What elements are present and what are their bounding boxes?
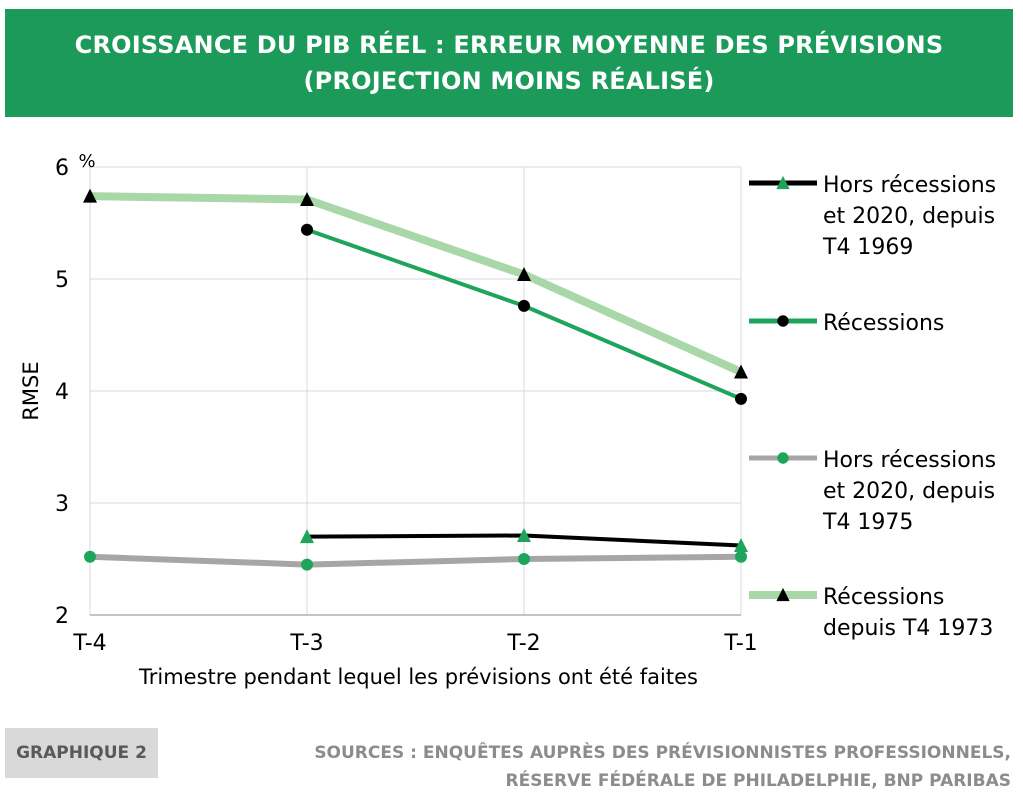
data-point-marker [518, 299, 530, 312]
y-tick-label: 6 [55, 156, 69, 181]
x-tick-label: T-2 [506, 631, 540, 656]
legend-label: Récessions [823, 311, 944, 336]
chart-title-line2: (PROJECTION MOINS RÉALISÉ) [303, 67, 715, 95]
grid-layer [89, 166, 742, 615]
series-3 [89, 553, 742, 568]
legend-item-4: Récessions depuis T4 1973 [749, 585, 993, 641]
legend-item-3: Hors récessions et 2020, depuis T4 1975 [749, 448, 996, 535]
figure-badge: GRAPHIQUE 2 [5, 728, 158, 778]
data-point-marker [84, 550, 96, 563]
y-unit-label: % [78, 151, 95, 172]
legend-swatch-marker [776, 587, 790, 602]
series-4 [89, 192, 743, 376]
legend-label: Récessions [823, 585, 944, 610]
legend-label: et 2020, depuis [823, 204, 995, 229]
series-4-markers [83, 188, 748, 379]
series-2-markers [301, 223, 747, 405]
data-point-marker [517, 527, 531, 542]
series-layer [83, 188, 748, 571]
legend-label: Hors récessions [823, 173, 996, 198]
data-point-marker [735, 392, 747, 405]
x-axis-title: Trimestre pendant lequel les prévisions … [138, 665, 698, 689]
legend-label: T4 1975 [822, 510, 913, 535]
data-point-marker [83, 188, 97, 203]
y-tick-label: 4 [55, 380, 69, 405]
data-point-marker [301, 558, 313, 571]
axis-layer: 2 3 4 5 6 % RMSE T-4 T-3 T-2 T-1 Trimestre pendant … [19, 151, 758, 689]
series-line [89, 192, 743, 376]
sources-line1: SOURCES : ENQUÊTES AUPRÈS DES PRÉVISIONN… [314, 743, 1011, 763]
data-point-marker [301, 223, 313, 236]
legend-swatch-marker [777, 315, 789, 327]
line-chart: 2 3 4 5 6 % RMSE T-4 T-3 T-2 T-1 Trimestre pendant … [19, 151, 996, 689]
x-tick-label: T-4 [72, 631, 106, 656]
series-1-markers [300, 527, 748, 553]
data-point-marker [517, 267, 531, 282]
data-point-marker [300, 529, 314, 544]
y-axis-title: RMSE [19, 361, 43, 420]
sources-line2: RÉSERVE FÉDÉRALE DE PHILADELPHIE, BNP PA… [505, 771, 1012, 791]
legend-label: Hors récessions [823, 448, 996, 473]
data-point-marker [518, 553, 530, 565]
data-point-marker [734, 538, 748, 553]
legend-swatch-marker [777, 452, 789, 464]
data-point-marker [300, 191, 314, 206]
legend-label: T4 1969 [822, 235, 913, 260]
chart-title-line1: CROISSANCE DU PIB RÉEL : ERREUR MOYENNE … [74, 31, 944, 59]
legend-item-2: Récessions [749, 311, 944, 336]
data-point-marker [734, 364, 748, 379]
series-line [89, 553, 742, 568]
legend-label: et 2020, depuis [823, 479, 995, 504]
y-tick-label: 5 [55, 268, 69, 293]
y-tick-label: 2 [55, 604, 69, 629]
series-3-markers [84, 550, 747, 571]
x-tick-label: T-3 [289, 631, 323, 656]
legend-swatch-marker [776, 175, 790, 190]
y-tick-label: 3 [55, 492, 69, 517]
legend-label: depuis T4 1973 [823, 616, 993, 641]
data-point-marker [735, 550, 747, 563]
legend-item-1: Hors récessions et 2020, depuis T4 1969 [749, 173, 996, 260]
sources-note: SOURCES : ENQUÊTES AUPRÈS DES PRÉVISIONN… [314, 739, 1011, 795]
legend: Hors récessions et 2020, depuis T4 1969 Réc… [749, 173, 996, 641]
x-tick-label: T-1 [723, 631, 757, 656]
chart-title-banner: CROISSANCE DU PIB RÉEL : ERREUR MOYENNE … [5, 9, 1013, 117]
